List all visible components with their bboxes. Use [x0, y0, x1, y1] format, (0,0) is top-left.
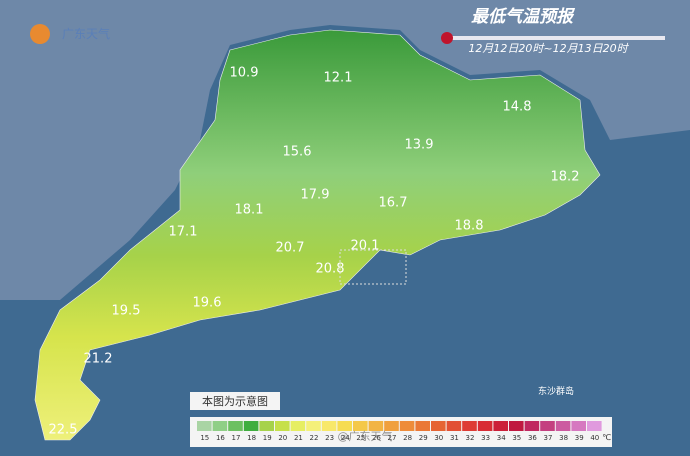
legend-label: 19: [263, 434, 272, 442]
legend-swatch: [321, 421, 337, 431]
legend-swatch: [587, 421, 602, 431]
legend-swatch: [197, 421, 212, 431]
logo: 广东天气: [62, 26, 110, 41]
temperature-label: 19.6: [193, 296, 222, 311]
legend-label: 26: [372, 434, 381, 442]
note-box: [190, 392, 280, 410]
temperature-label: 20.7: [276, 241, 305, 256]
legend-swatch: [509, 421, 524, 431]
legend-swatch: [306, 421, 321, 431]
legend-label: 23: [325, 434, 334, 442]
title: 最低气温预报: [471, 7, 576, 27]
watermark: @广东天气: [338, 429, 393, 443]
land: [0, 0, 690, 300]
temperature-label: 14.8: [503, 100, 532, 115]
legend-label: 32: [466, 434, 475, 442]
temperature-label: 20.1: [351, 239, 380, 254]
legend-label: 20: [278, 434, 287, 442]
legend-label: 30: [434, 434, 443, 442]
legend-label: 39: [575, 434, 584, 442]
legend-label: 16: [216, 434, 225, 442]
legend-swatch: [290, 421, 306, 431]
legend-swatch: [228, 421, 243, 431]
legend-label: 17: [232, 434, 241, 442]
legend-swatch: [446, 421, 462, 431]
legend-swatch: [493, 421, 508, 431]
legend-swatch: [275, 421, 290, 431]
legend-label: 38: [559, 434, 568, 442]
guangdong: [34, 29, 601, 441]
temperature-label: 20.8: [316, 262, 345, 277]
legend-swatch: [243, 421, 259, 431]
legend-label: 22: [310, 434, 319, 442]
legend-swatch: [555, 421, 571, 431]
labels: 10.9 12.1 14.8 15.6 13.9 18.2 17.9 16.7 18.1 18.8…: [49, 66, 580, 438]
temperature-label: 15.6: [283, 145, 312, 160]
legend-swatch: [368, 421, 384, 431]
legend-swatch: [571, 421, 586, 431]
legend-swatch: [462, 421, 477, 431]
legend-swatch: [384, 421, 399, 431]
temperature-label: 16.7: [379, 196, 408, 211]
legend-label: 29: [419, 434, 428, 442]
island-label: 东沙群岛: [538, 385, 574, 397]
legend-swatch: [212, 421, 228, 431]
temperature-label: 19.5: [112, 304, 141, 319]
note: 本图为示意图: [202, 394, 268, 408]
temperature-label: 12.1: [324, 71, 353, 86]
temperature-label: 17.9: [301, 188, 330, 203]
logo-icon: [30, 24, 50, 44]
legend-label: 40: [590, 434, 599, 442]
legend-label: 31: [450, 434, 459, 442]
legend-label: 34: [497, 434, 506, 442]
temperature-label: 18.1: [235, 203, 264, 218]
legend-label: 15: [200, 434, 209, 442]
legend-label: 28: [403, 434, 412, 442]
legend-unit: ℃: [602, 433, 611, 442]
temperature-label: 18.2: [551, 170, 580, 185]
legend-label: 36: [528, 434, 537, 442]
legend-swatch: [259, 421, 274, 431]
legend-label: 33: [481, 434, 490, 442]
legend-label: 18: [247, 434, 256, 442]
hk-macau-box: [339, 249, 407, 285]
legend-label: 25: [356, 434, 365, 442]
legend-label: 24: [341, 434, 350, 442]
legend-swatch: [524, 421, 540, 431]
legend-swatch: [540, 421, 555, 431]
temperature-label: 21.2: [84, 352, 113, 367]
legend-swatch: [431, 421, 446, 431]
temperature-label: 18.8: [455, 219, 484, 234]
legend-swatch: [353, 421, 368, 431]
legend-swatch: [337, 421, 352, 431]
temperature-label: 13.9: [405, 138, 434, 153]
legend-swatch: [415, 421, 430, 431]
subtitle: 12月12日20时~12月13日20时: [468, 42, 629, 55]
legend: 15 16 17 18 19 20 21 22 23 24 25 26 27 28 29 30 31 32 33 34…: [197, 421, 611, 442]
legend-swatch: [477, 421, 493, 431]
title-dot: [441, 32, 453, 44]
legend-label: 21: [294, 434, 303, 442]
legend-swatch: [399, 421, 415, 431]
legend-label: 35: [512, 434, 521, 442]
legend-label: 27: [388, 434, 397, 442]
temperature-label: 10.9: [230, 66, 259, 81]
legend-label: 37: [544, 434, 553, 442]
temperature-label: 22.5: [49, 423, 78, 438]
temperature-label: 17.1: [169, 225, 198, 240]
